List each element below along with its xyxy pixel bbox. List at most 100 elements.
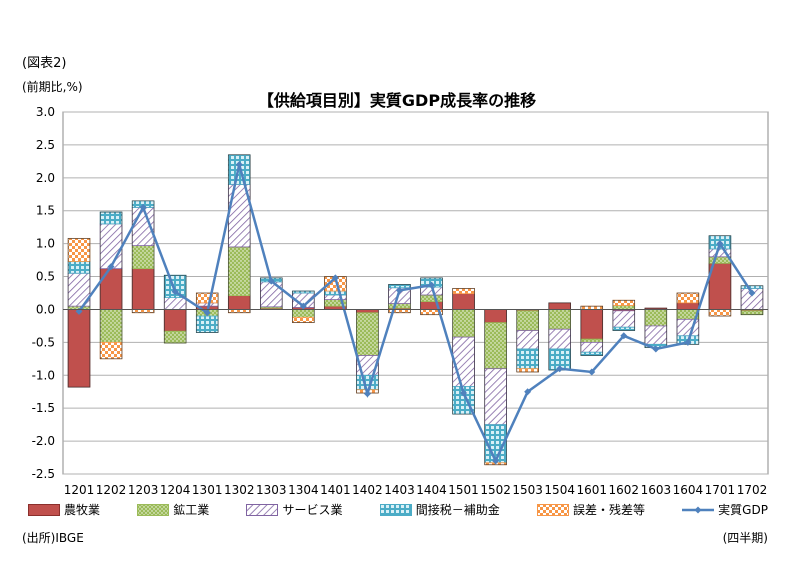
legend-swatch [379,503,412,516]
gdp-point [588,368,596,376]
legend-label: 間接税－補助金 [415,503,500,517]
gdp-point [331,274,339,282]
x-tick-label: 1301 [192,483,223,497]
bar-outline [292,290,315,323]
x-tick-label: 1204 [160,483,191,497]
bar-segment [99,268,123,310]
legend-swatch [28,503,60,516]
gdp-point [652,345,660,353]
chart-title: 【供給項目別】実質GDP成長率の推移 [257,91,537,110]
bar-outline [67,238,91,388]
gdp-point [428,281,436,289]
gdp-point [395,286,403,294]
gdp-point [620,332,628,340]
bar-segment [67,261,91,274]
legend-label: 実質GDP [718,503,768,517]
bar-segment [484,322,507,370]
bar-segment [708,256,732,264]
bar-segment [580,351,604,356]
gdp-point [299,302,307,310]
gdp-point [684,338,692,346]
bar-outline [612,299,635,331]
x-tick-label: 1501 [448,483,479,497]
gdp-point [171,288,179,296]
x-tick-label: 1602 [609,483,640,497]
legend-marker [694,506,702,513]
bar-segment [163,309,187,332]
bar-segment [452,293,475,310]
x-tick-label: 1402 [352,483,383,497]
x-tick-label: 1701 [705,483,736,497]
bar-segment [612,299,636,306]
bar-segment [292,309,315,318]
bar-segment [163,330,187,344]
gdp-point [716,240,724,248]
bar-segment [324,290,347,296]
bar-segment [676,292,700,304]
bar-segment [131,268,155,310]
legend-label: サービス業 [282,503,343,517]
x-tick-label: 1304 [288,483,319,497]
bar-segment [740,310,764,316]
bar-segment [516,348,539,370]
legend-box [246,503,279,516]
x-tick-label: 1401 [320,483,351,497]
bar-segment [356,312,379,356]
gdp-point [139,203,147,211]
legend: 農牧業 鉱工業 サービス業 間接税－補助金 誤差・残差等 実質GDP [28,501,768,518]
bar-segment [420,294,443,302]
bar-outline [452,288,475,415]
legend-label: 鉱工業 [173,503,210,517]
bar-segment [452,287,475,295]
bar-segment [484,309,507,324]
legend-box [379,503,412,516]
bar-segment [580,341,604,353]
bar-segment [99,211,123,225]
x-tick-label: 1603 [641,483,672,497]
gdp-point [203,309,211,317]
legend-item: 鉱工業 [137,501,209,518]
bar-segment [324,294,347,300]
legend-box [536,503,569,516]
bar-segment [740,285,764,289]
gdp-point [556,365,564,373]
legend-item: 誤差・残差等 [536,501,645,518]
legend-swatch [246,503,279,516]
bar-segment [195,315,219,333]
bar-outline [580,305,603,356]
bar-segment [644,325,668,345]
bar-outline [420,277,443,316]
legend-swatch [536,503,569,516]
x-tick-label: 1302 [224,483,255,497]
x-tick-label: 1601 [576,483,607,497]
bar-segment [99,223,123,270]
bar-segment [644,309,668,327]
chart: 3.0 2.5 2.0 1.5 1.0 0.5 0.0 -0.5 -1.0 -1.5 -2.0 -2.… [32,105,769,497]
bar-segment [676,302,700,310]
bar-segment [548,302,571,310]
y-tick-label: 1.0 [36,237,55,251]
legend-swatch [137,503,170,516]
gdp-point [267,277,275,285]
x-tick-label: 1203 [128,483,159,497]
gdp-line [78,164,754,464]
legend-label: 農牧業 [64,503,101,517]
gdp-point [235,161,243,169]
figure-label: (図表2) [22,56,67,71]
y-tick-label: -0.5 [32,335,55,349]
bar-segment [612,310,636,328]
x-tick-label: 1604 [673,483,704,497]
legend-item: 間接税－補助金 [379,501,500,518]
bar-segment [452,309,475,338]
bar-segment [131,245,155,270]
x-tick-label: 1403 [384,483,415,497]
bar-segment [388,303,411,309]
bar-segment [227,246,251,297]
x-tick-label: 1702 [737,483,768,497]
bar-segment [67,237,91,262]
bar-segment [227,295,251,310]
gdp-point [107,263,115,271]
bar-segment [99,309,123,343]
bar-segment [99,341,123,360]
y-tick-label: 0.0 [36,302,55,316]
